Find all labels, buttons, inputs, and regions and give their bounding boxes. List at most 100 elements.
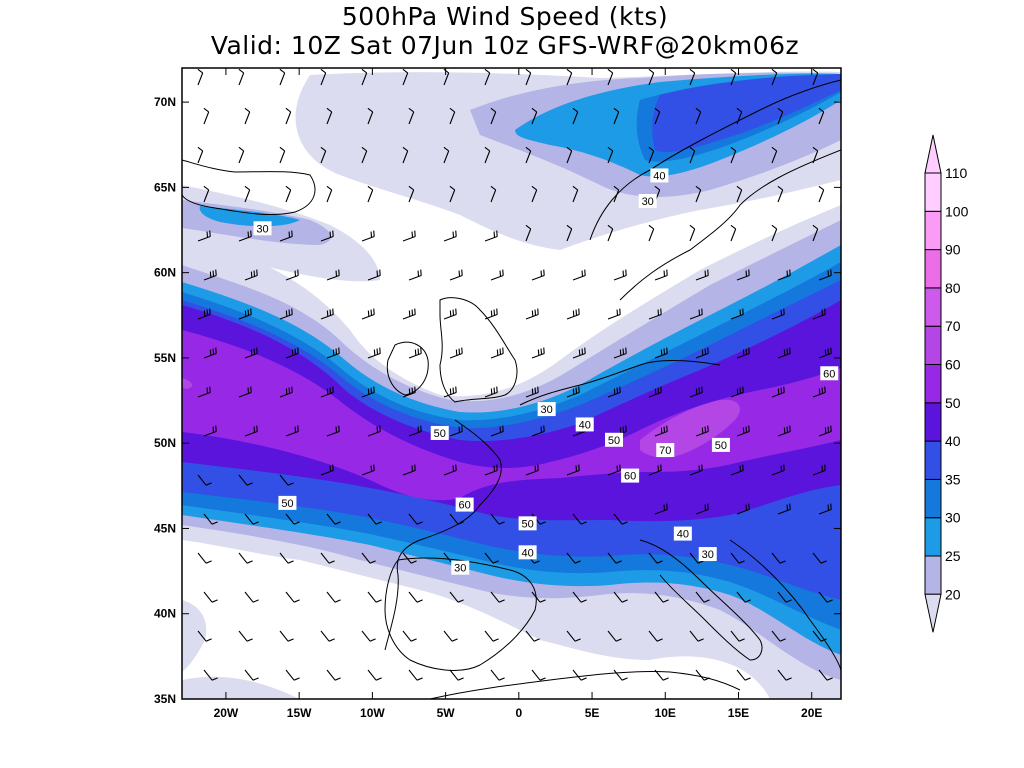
wind-barb bbox=[490, 185, 497, 203]
contour-label-text: 50 bbox=[521, 518, 533, 530]
colorbar-swatch bbox=[924, 249, 942, 289]
wind-barb bbox=[607, 146, 614, 164]
wind-barb bbox=[695, 347, 709, 359]
wind-barb bbox=[326, 347, 340, 359]
wind-barb bbox=[695, 425, 709, 437]
wind-barb bbox=[408, 425, 422, 437]
wind-barb bbox=[238, 146, 245, 164]
wind-barb bbox=[771, 552, 786, 564]
wind-barb bbox=[449, 669, 464, 681]
wind-barb bbox=[812, 224, 819, 242]
wind-barb bbox=[449, 347, 463, 359]
wind-barb bbox=[361, 146, 368, 164]
contour-label-box bbox=[621, 468, 640, 483]
wind-barb bbox=[367, 591, 382, 603]
colorbar-level-label: 50 bbox=[945, 395, 961, 411]
wind-barb bbox=[777, 591, 792, 603]
contour-label-text: 60 bbox=[624, 471, 636, 483]
wind-barb bbox=[648, 386, 662, 398]
wind-barb bbox=[654, 107, 661, 125]
colorbar-bottom-arrow bbox=[924, 593, 942, 633]
colorbar-level-label: 40 bbox=[945, 433, 961, 449]
wind-barb bbox=[408, 591, 423, 603]
wind-barb bbox=[279, 68, 286, 86]
wind-barb bbox=[771, 386, 785, 398]
map-title: 500hPa Wind Speed (kts) bbox=[341, 2, 669, 31]
wind-barb bbox=[695, 503, 709, 515]
wind-barb bbox=[361, 386, 375, 398]
wind-barb bbox=[613, 269, 627, 281]
contour-label-text: 50 bbox=[715, 440, 727, 452]
wind-barb bbox=[771, 464, 785, 476]
wind-barb bbox=[777, 185, 784, 203]
wind-barb bbox=[285, 669, 300, 681]
wind-barb bbox=[320, 552, 335, 564]
contour-label-text: 40 bbox=[521, 547, 533, 559]
wind-barb bbox=[279, 552, 294, 564]
contour-label-box bbox=[656, 443, 675, 458]
wind-barb bbox=[279, 630, 294, 642]
wind-barb bbox=[818, 425, 832, 437]
coastline-britain bbox=[439, 297, 518, 403]
contour-value-label: 60 bbox=[621, 468, 640, 483]
wind-barb bbox=[408, 669, 423, 681]
wind-barb bbox=[654, 503, 668, 515]
wind-barb bbox=[285, 185, 292, 203]
wind-barb bbox=[771, 308, 785, 320]
lat-tick-label: 70N bbox=[154, 95, 176, 109]
wind-barb bbox=[326, 669, 341, 681]
wind-barb bbox=[566, 308, 580, 320]
wind-barb bbox=[572, 185, 579, 203]
wind-barb bbox=[777, 107, 784, 125]
contour-label-box bbox=[430, 425, 449, 440]
wind-barb bbox=[490, 347, 504, 359]
wind-barb bbox=[531, 347, 545, 359]
wind-barb bbox=[689, 630, 704, 642]
wind-barb bbox=[812, 68, 819, 86]
wind-barb bbox=[736, 269, 750, 281]
wind-barb bbox=[197, 308, 211, 320]
colorbar-swatch bbox=[924, 287, 942, 327]
wind-barb bbox=[408, 269, 422, 281]
colorbar-swatch bbox=[924, 517, 942, 557]
wind-barb bbox=[572, 591, 587, 603]
wind-barb bbox=[367, 669, 382, 681]
wind-barb bbox=[654, 269, 668, 281]
speed-band-60 bbox=[182, 330, 841, 501]
wind-barb bbox=[607, 630, 622, 642]
coastline-italy bbox=[639, 539, 763, 661]
contour-value-label: 30 bbox=[638, 194, 657, 209]
wind-barb bbox=[402, 308, 416, 320]
wind-barb bbox=[279, 230, 293, 242]
contour-value-label: 30 bbox=[451, 560, 470, 575]
wind-barb bbox=[818, 185, 825, 203]
axis-ticks: 20W 15W 10W 5W 0 5E 10E 15E 20E 70N 65N 60N 55N 50N 45… bbox=[154, 68, 841, 720]
wind-barb bbox=[607, 68, 614, 86]
colorbar-swatch bbox=[924, 325, 942, 366]
wind-barb bbox=[203, 269, 217, 281]
wind-barb bbox=[449, 591, 464, 603]
wind-barb bbox=[484, 464, 498, 476]
wind-barb bbox=[771, 224, 778, 242]
contour-value-label: 30 bbox=[253, 221, 272, 236]
wind-barb bbox=[736, 347, 750, 359]
wind-barb bbox=[531, 669, 546, 681]
wind-barb bbox=[320, 68, 327, 86]
wind-barb bbox=[484, 146, 491, 164]
wind-barb bbox=[613, 513, 628, 525]
wind-barb bbox=[818, 107, 825, 125]
wind-barb bbox=[613, 591, 628, 603]
speed-band-20-south bbox=[182, 676, 300, 699]
contour-label-text: 40 bbox=[579, 419, 591, 431]
wind-barb bbox=[777, 669, 792, 681]
wind-barb bbox=[607, 224, 614, 242]
wind-barb bbox=[203, 591, 218, 603]
contour-value-label: 40 bbox=[650, 168, 669, 183]
wind-barb bbox=[238, 630, 253, 642]
lon-tick-label: 10E bbox=[655, 706, 676, 720]
wind-barb bbox=[818, 503, 832, 515]
contour-labels: 40 30 30 60 30 40 50 50 70 50 60 60 50 50 40 40 30 30 bbox=[253, 168, 839, 575]
colorbar-level-label: 35 bbox=[945, 471, 961, 487]
wind-barb bbox=[525, 224, 532, 242]
colorbar-swatch bbox=[924, 210, 942, 251]
